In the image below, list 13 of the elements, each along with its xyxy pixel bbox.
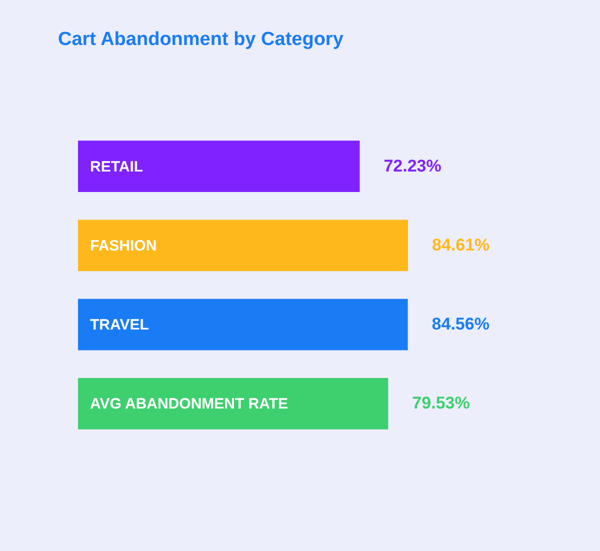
chart-title: Cart Abandonment by Category (58, 29, 344, 50)
data-label: 84.61% (432, 235, 490, 254)
data-label: 79.53% (412, 394, 470, 413)
bar (78, 378, 388, 430)
data-label: 72.23% (384, 156, 442, 176)
bar (78, 298, 408, 350)
y-tick-label: TRAVEL (90, 316, 149, 334)
y-tick-label: RETAIL (90, 158, 144, 176)
bar (78, 140, 360, 192)
bar (78, 220, 408, 272)
y-tick-label: FASHION (90, 237, 157, 254)
data-label: 84.56% (432, 314, 490, 334)
y-tick-label: AVG ABANDONMENT RATE (90, 396, 288, 413)
